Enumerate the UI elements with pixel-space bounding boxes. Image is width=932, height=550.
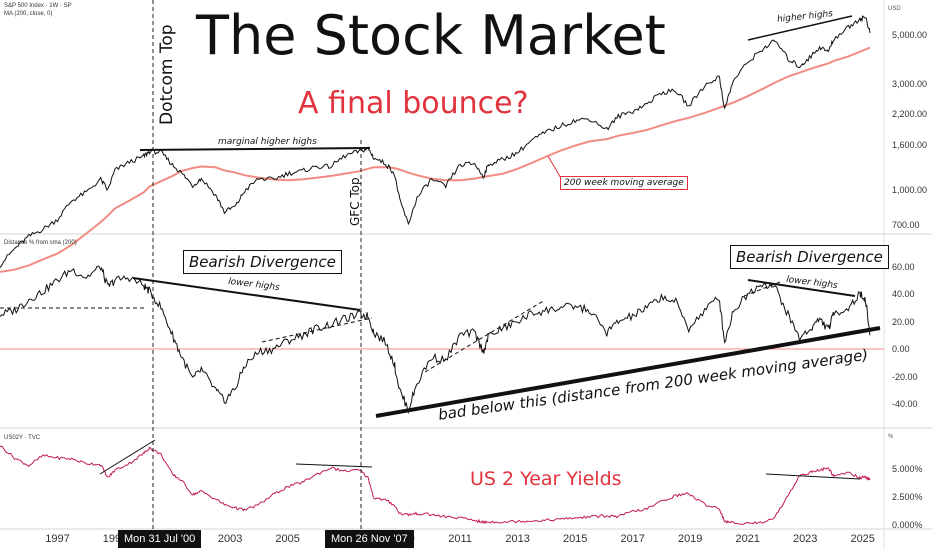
- y-tick-label: 3,000.00: [892, 79, 928, 90]
- y-tick-label: 60.00: [892, 261, 915, 272]
- ma-label-pointer: [547, 155, 563, 181]
- chart-subtitle: A final bounce?: [298, 86, 529, 121]
- x-tick-label: 2015: [562, 533, 588, 545]
- yield-recent-trendline: [765, 473, 861, 480]
- yield-rising-trendline: [99, 439, 156, 475]
- us02y-yield-line: [0, 445, 871, 526]
- y-tick-label: 1,600.00: [892, 139, 928, 150]
- y-tick-label: 2.500%: [892, 491, 923, 502]
- rising-lows-dashed-mid: [424, 299, 546, 373]
- ma-200-line: [0, 46, 871, 273]
- date-flag-2000: Mon 31 Jul '00: [118, 530, 202, 548]
- bearish-divergence-label-right: Bearish Divergence: [730, 245, 889, 269]
- y-tick-label: 5.000%: [892, 464, 923, 474]
- y-tick-label: 5,000.00: [892, 29, 928, 40]
- date-flag-2007: Mon 26 Nov '07: [325, 530, 414, 548]
- yield-unit-label: %: [888, 434, 894, 440]
- y-tick-label: 0.00: [892, 344, 910, 354]
- y-tick-label: 40.00: [892, 289, 915, 299]
- lower-highs-trendline-left: [132, 277, 361, 311]
- x-tick-label: 2025: [850, 533, 875, 545]
- ma-indicator-header: MA (200, close, 0): [4, 11, 53, 17]
- ma-label: 200 week moving average: [560, 176, 688, 190]
- rising-lows-dashed-left: [261, 317, 373, 343]
- marginal-higher-highs-trendline: [139, 147, 371, 151]
- x-tick-label: 2005: [275, 533, 300, 545]
- y-tick-label: 700.00: [892, 219, 920, 230]
- lower-highs-trendline-right: [747, 279, 856, 297]
- x-tick-label: 2011: [448, 533, 472, 545]
- distance-panel-header: Distance % from sma (200): [4, 240, 77, 246]
- chart-title: The Stock Market: [196, 4, 666, 67]
- yields-title: US 2 Year Yields: [470, 468, 622, 490]
- x-tick-label: 2021: [735, 533, 760, 545]
- y-tick-label: 1,000.00: [892, 185, 928, 196]
- y-tick-label: 0.000%: [892, 519, 923, 530]
- yields-panel-header: US02Y · TVC: [4, 435, 41, 441]
- y-tick-label: -40.00: [892, 399, 918, 409]
- distance-from-sma-line: [0, 265, 871, 415]
- x-tick-label: 2013: [505, 533, 530, 545]
- x-tick-label: 2023: [792, 533, 818, 545]
- y-tick-label: 20.00: [892, 316, 915, 327]
- price-panel-header: S&P 500 Index · 1W · SP: [4, 3, 72, 9]
- price-unit-label: USD: [888, 6, 901, 12]
- x-tick-label: 2017: [620, 533, 645, 545]
- y-tick-label: 2,200.00: [892, 109, 928, 120]
- x-tick-label: 2019: [677, 533, 703, 545]
- yield-top-2007-trendline: [295, 463, 373, 468]
- bad-below-support-line: [375, 326, 881, 418]
- y-tick-label: -20.00: [892, 371, 918, 382]
- x-tick-label: 1997: [45, 533, 70, 545]
- marginal-higher-highs-label: marginal higher highs: [218, 137, 317, 147]
- dotcom-top-label: Dotcom Top: [157, 24, 177, 125]
- gfc-top-label: GFC Top: [348, 177, 362, 226]
- x-tick-label: 2003: [217, 533, 243, 545]
- bearish-divergence-label-left: Bearish Divergence: [183, 250, 342, 274]
- higher-highs-trendline: [747, 15, 853, 41]
